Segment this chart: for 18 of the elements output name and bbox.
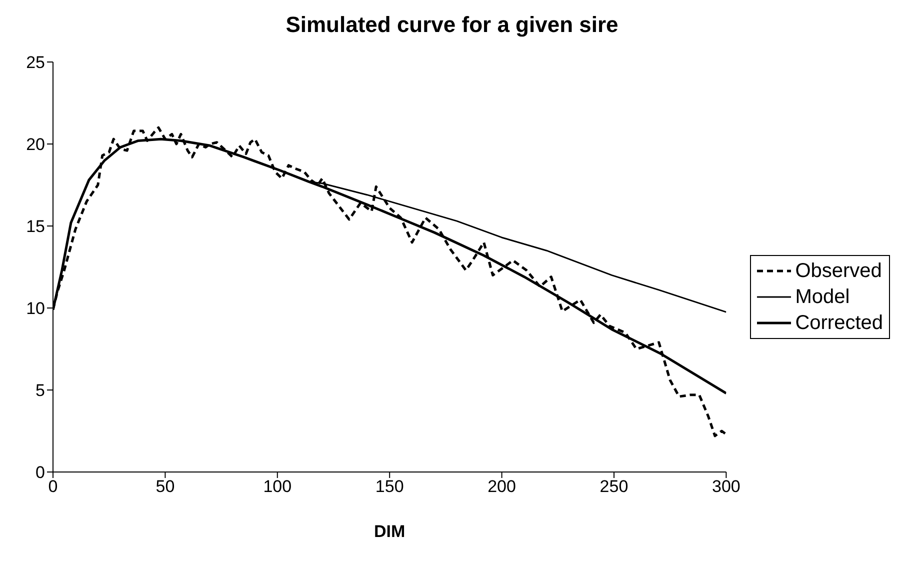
y-tick-label: 15 bbox=[26, 217, 45, 236]
x-tick-label: 300 bbox=[712, 477, 740, 496]
legend-label: Corrected bbox=[795, 311, 883, 336]
x-tick-label: 250 bbox=[600, 477, 628, 496]
x-axis-title: DIM bbox=[374, 522, 406, 541]
x-tick-label: 0 bbox=[48, 477, 58, 496]
x-tick-label: 150 bbox=[375, 477, 404, 496]
y-tick-label: 20 bbox=[26, 135, 45, 154]
y-tick-label: 25 bbox=[26, 53, 45, 72]
legend-label: Model bbox=[795, 285, 850, 310]
x-tick-label: 50 bbox=[156, 477, 175, 496]
y-tick-label: 10 bbox=[26, 299, 45, 318]
y-tick-label: 5 bbox=[36, 381, 45, 400]
chart-title: Simulated curve for a given sire bbox=[284, 12, 620, 38]
x-tick-label: 100 bbox=[263, 477, 292, 496]
x-tick-label: 200 bbox=[488, 477, 516, 496]
y-tick-label: 0 bbox=[36, 463, 45, 482]
legend-label: Observed bbox=[795, 259, 882, 284]
